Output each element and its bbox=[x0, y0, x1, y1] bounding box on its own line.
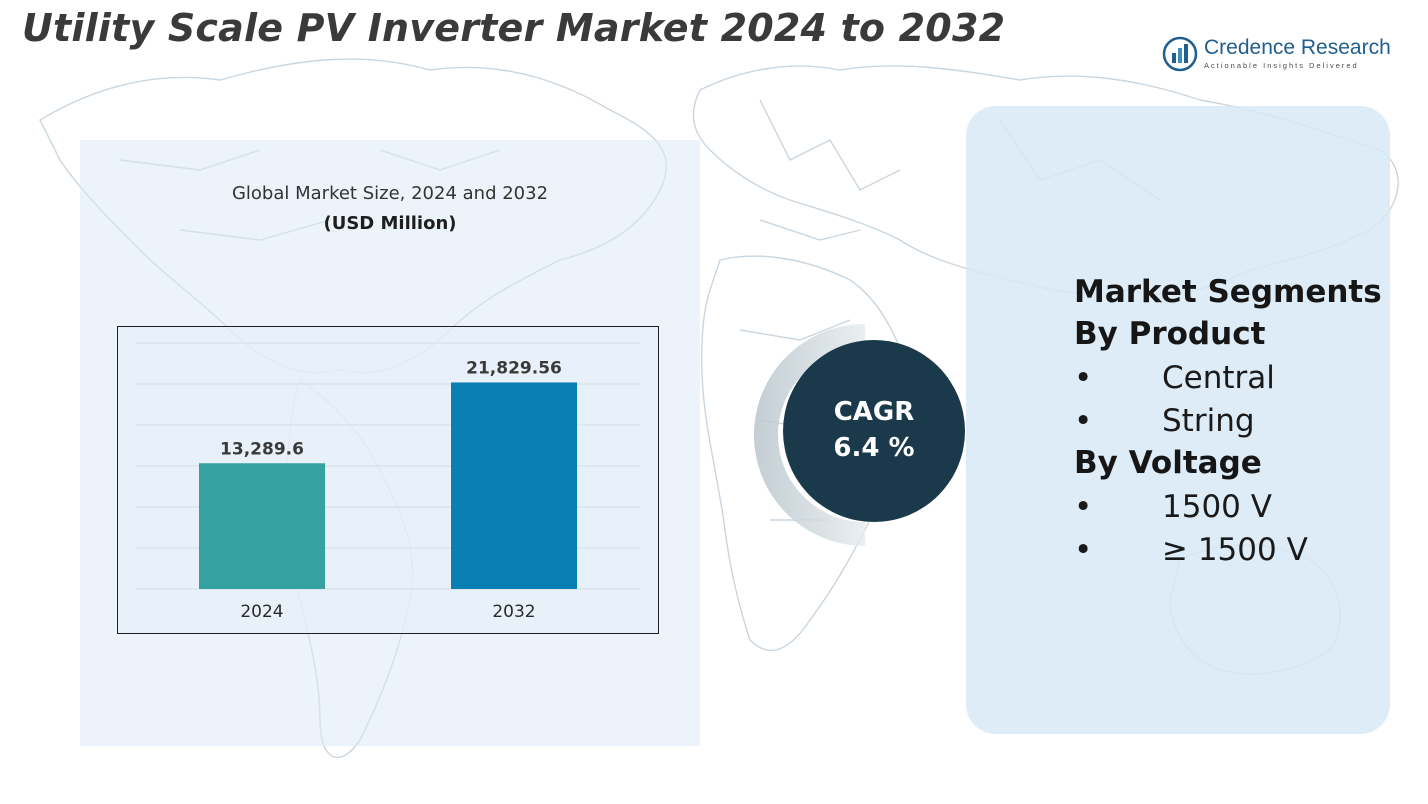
cagr-value: 6.4 % bbox=[833, 433, 915, 463]
segment-item-label: Central bbox=[1162, 360, 1275, 396]
bar-2024 bbox=[199, 463, 325, 589]
segment-item-string: • String bbox=[1074, 403, 1255, 439]
segments-panel bbox=[966, 106, 1390, 734]
cagr-ring-decoration bbox=[754, 324, 865, 546]
brand-tagline: Actionable Insights Delivered bbox=[1204, 61, 1359, 70]
brand-name: Credence Research bbox=[1204, 36, 1391, 59]
bullet-icon: • bbox=[1074, 489, 1093, 525]
segment-item-1500v: • 1500 V bbox=[1074, 489, 1272, 525]
bar-chart-canvas: 13,289.6 2024 21,829.56 2032 bbox=[136, 342, 640, 622]
segment-group-product: By Product bbox=[1074, 316, 1266, 352]
data-label-2032: 21,829.56 bbox=[466, 358, 562, 378]
bullet-icon: • bbox=[1074, 360, 1093, 396]
tick-label-2024: 2024 bbox=[240, 602, 283, 622]
cagr-label: CAGR bbox=[833, 397, 915, 427]
segment-item-label: String bbox=[1162, 403, 1255, 439]
chart-subtitle: (USD Million) bbox=[323, 213, 457, 234]
brand-logo[interactable]: Credence Research Actionable Insights De… bbox=[1162, 36, 1402, 76]
cagr-badge bbox=[783, 340, 965, 522]
bullet-icon: • bbox=[1074, 403, 1093, 439]
bar-chart: 13,289.6 2024 21,829.56 2032 bbox=[117, 326, 659, 634]
segment-item-label: 1500 V bbox=[1162, 489, 1272, 525]
segment-item-label: ≥ 1500 V bbox=[1162, 532, 1308, 568]
segments-heading: Market Segments bbox=[1074, 274, 1382, 310]
page-title: Utility Scale PV Inverter Market 2024 to… bbox=[22, 6, 1006, 50]
tick-label-2032: 2032 bbox=[492, 602, 535, 622]
segment-item-above-1500v: • ≥ 1500 V bbox=[1074, 532, 1308, 568]
segment-item-central: • Central bbox=[1074, 360, 1275, 396]
bar-chart-circle-icon bbox=[1162, 36, 1198, 72]
chart-title: Global Market Size, 2024 and 2032 bbox=[231, 183, 549, 204]
bar-2032 bbox=[451, 382, 577, 589]
data-label-2024: 13,289.6 bbox=[220, 439, 304, 459]
segment-group-voltage: By Voltage bbox=[1074, 445, 1262, 481]
bullet-icon: • bbox=[1074, 532, 1093, 568]
